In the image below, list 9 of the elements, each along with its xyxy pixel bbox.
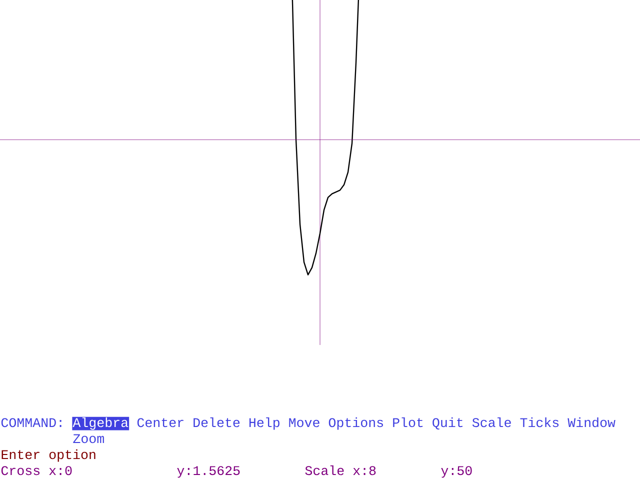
text: Enter option [2, 449, 96, 462]
text: COMMAND: [1, 418, 62, 428]
text: Algebra [72, 417, 128, 430]
text: y:50 [441, 466, 472, 478]
text: Zoom [73, 434, 104, 444]
text: y:1.5625 [177, 466, 240, 478]
text: Scale x:8 [305, 465, 376, 476]
text: Center Delete Help Move Options Plot Quit Scale Ticks Window [137, 417, 616, 430]
text: Cross x:0 [1, 466, 72, 476]
